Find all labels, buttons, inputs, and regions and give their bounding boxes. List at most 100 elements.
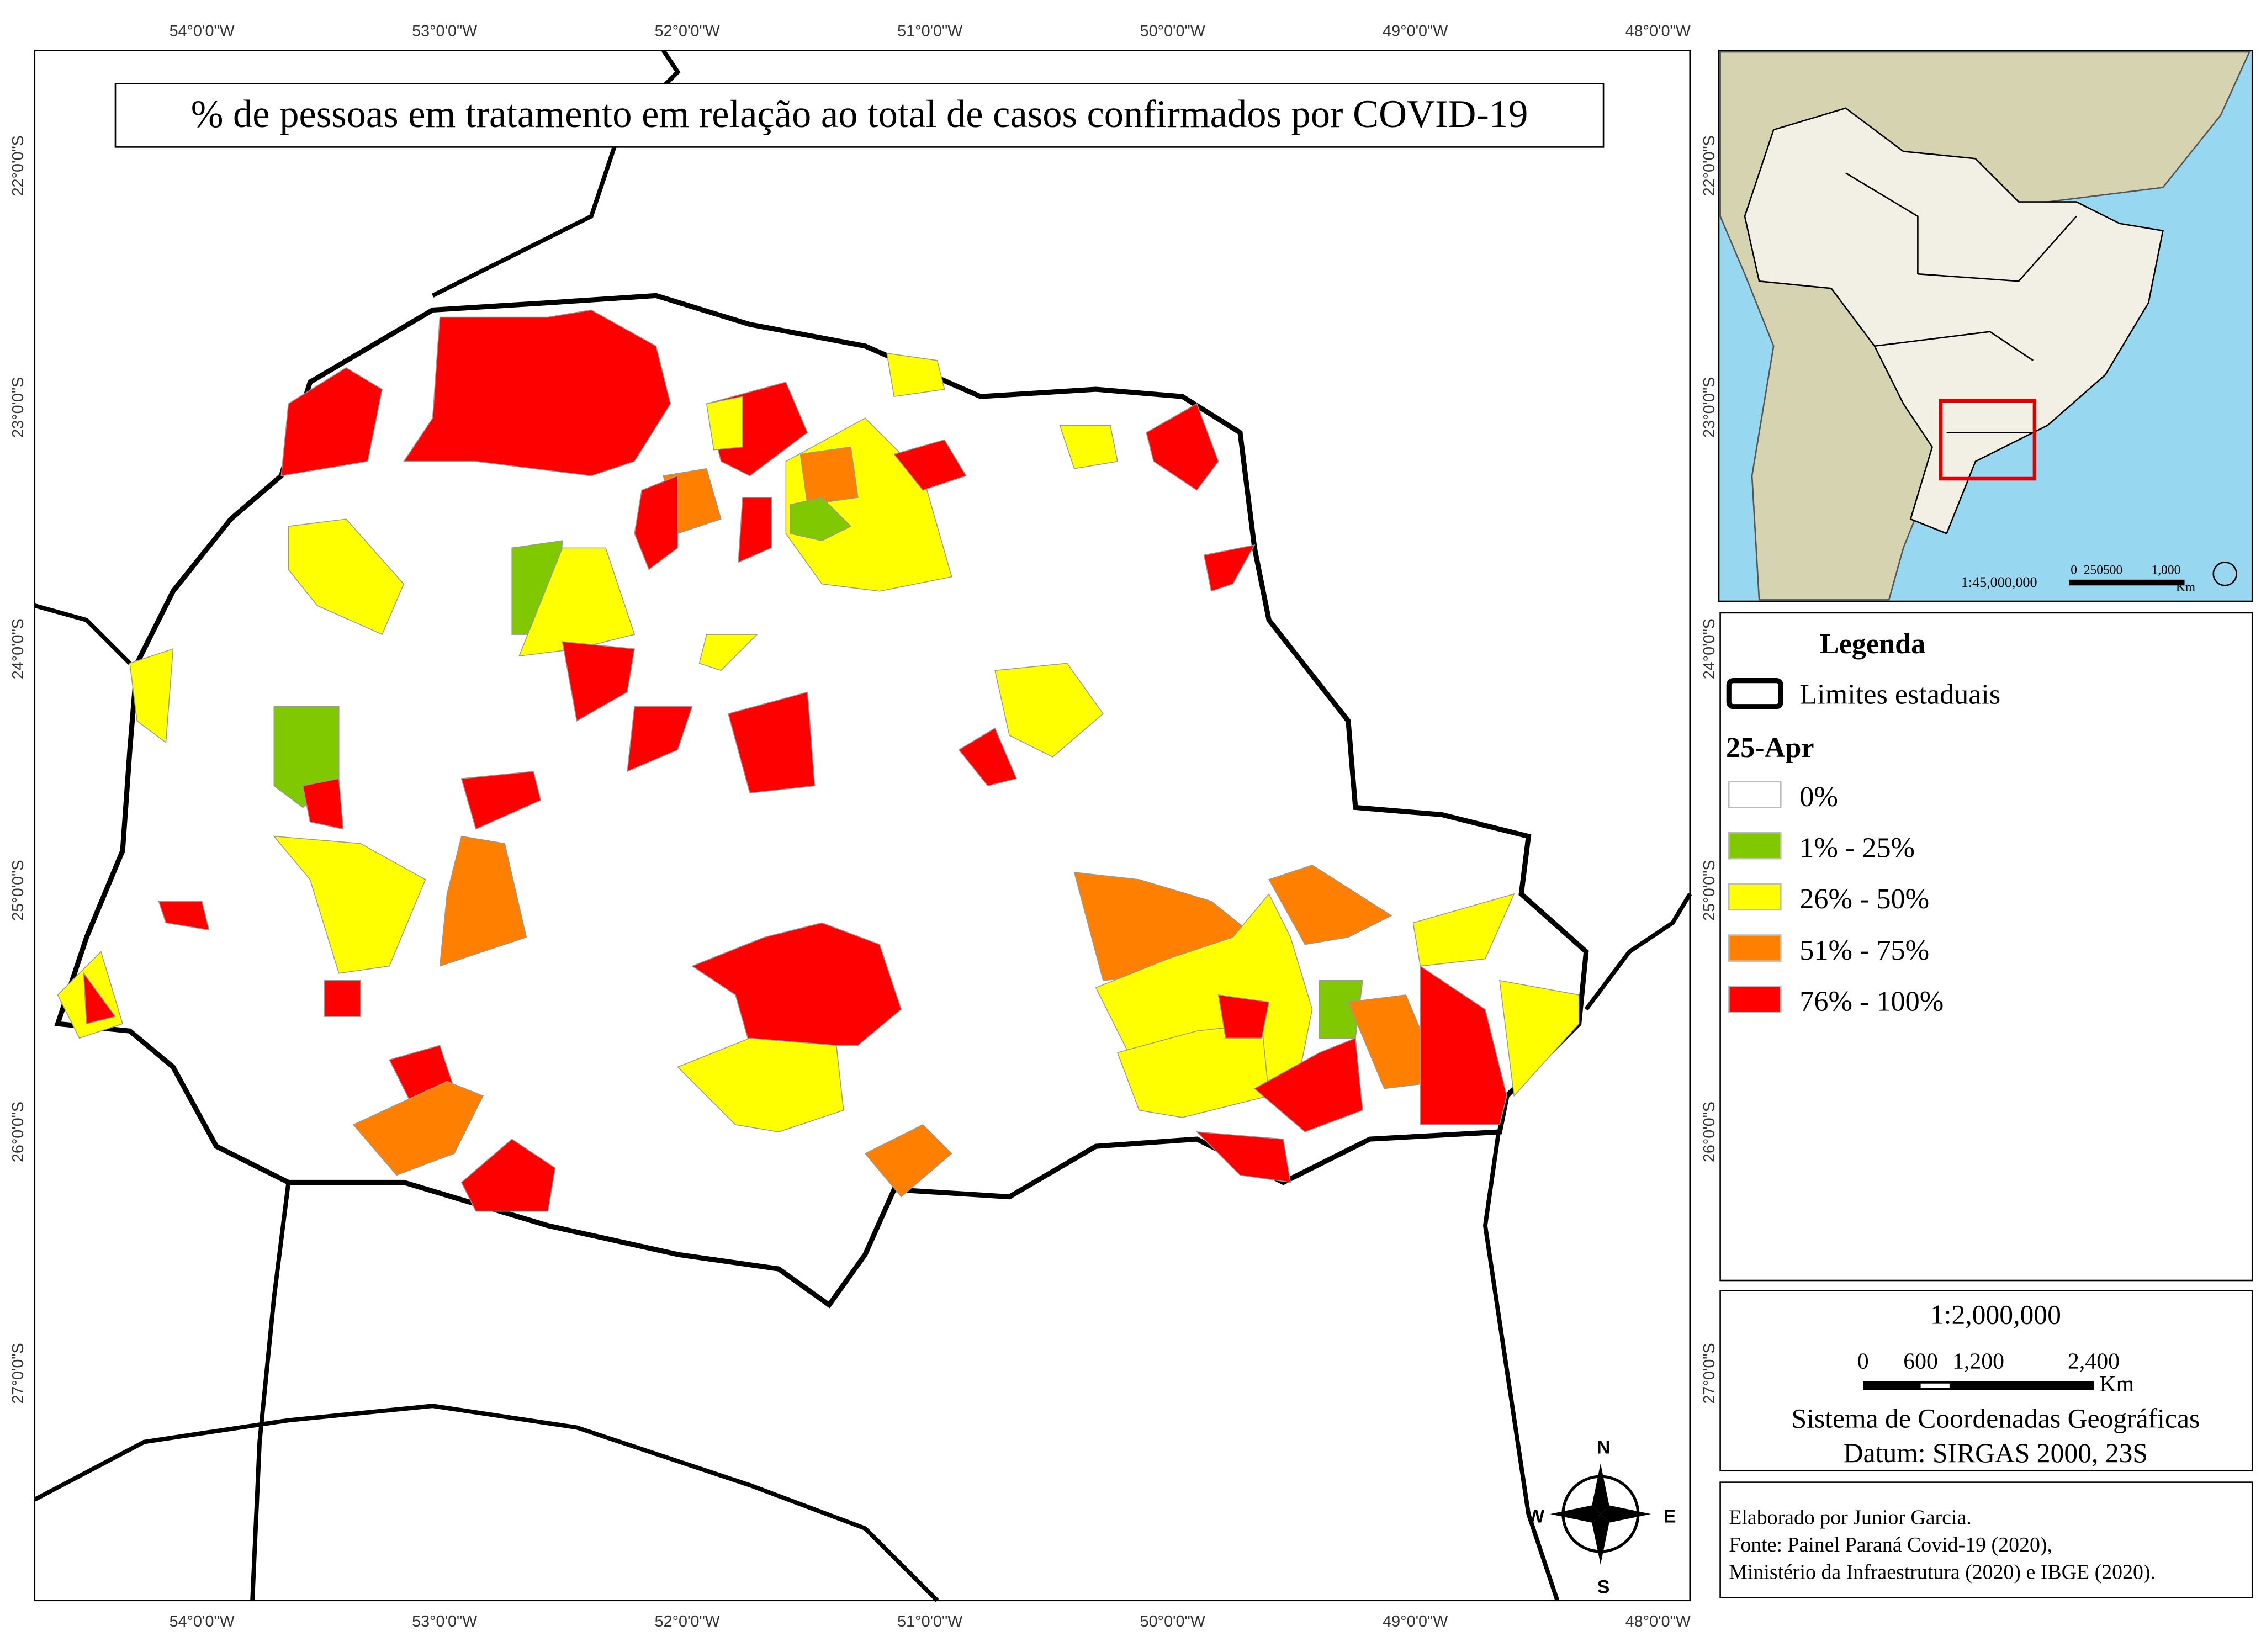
legend-label: 26% - 50%	[1799, 883, 1929, 915]
latitude-label: 25°0'0"S	[1701, 860, 1718, 920]
title-box	[114, 83, 1605, 148]
map-title: % de pessoas em tratamento em relação ao…	[191, 93, 1528, 136]
legend-label: 1% - 25%	[1799, 832, 1915, 864]
municipality	[460, 1139, 556, 1212]
compass-rose: N S E W	[1527, 1437, 1676, 1597]
inset-scale-unit: Km	[2176, 580, 2195, 595]
inset-scale-bar	[2069, 579, 2185, 586]
legend-swatch	[1728, 832, 1782, 860]
municipalities	[57, 309, 1580, 1212]
latitude-label: 26°0'0"S	[9, 1102, 27, 1162]
inset-scale-label: 1,000	[2151, 563, 2180, 577]
legend-swatch	[1728, 781, 1782, 808]
longitude-label: 49°0'0"W	[1383, 1613, 1448, 1630]
scale-ratio: 1:2,000,000	[1930, 1299, 2061, 1330]
municipality	[677, 1037, 844, 1132]
scale-tick: 0	[1857, 1348, 1869, 1374]
longitude-label: 52°0'0"W	[655, 22, 721, 40]
latitude-label: 23°0'0"S	[1701, 377, 1718, 438]
municipality	[698, 634, 759, 671]
municipality	[439, 835, 527, 967]
municipality	[1253, 1037, 1363, 1132]
scale-tick: 1,200	[1952, 1348, 2004, 1374]
longitude-label: 51°0'0"W	[897, 22, 963, 40]
latitude-label: 27°0'0"S	[1701, 1343, 1718, 1404]
longitude-label: 50°0'0"W	[1140, 1613, 1206, 1630]
longitude-label: 53°0'0"W	[412, 1613, 478, 1630]
latitude-label: 24°0'0"S	[1701, 618, 1718, 679]
credit-line: Ministério da Infraestrutura (2020) e IB…	[1729, 1561, 2156, 1584]
municipality	[273, 835, 426, 974]
municipality	[1420, 965, 1507, 1125]
latitude-label: 25°0'0"S	[9, 860, 27, 920]
scale-bar	[1863, 1381, 2094, 1390]
municipality	[727, 691, 816, 794]
municipality	[280, 367, 383, 476]
scale-bar-gap	[1920, 1383, 1950, 1388]
inset-scale-label: 250500	[2084, 563, 2123, 577]
legend-label: 76% - 100%	[1799, 986, 1944, 1018]
municipality	[790, 497, 852, 542]
inset-scale: 1:45,000,000	[1961, 574, 2037, 590]
legend-subtitle: 25-Apr	[1726, 732, 1814, 764]
scale-box: 1:2,000,000 0 600 1,200 2,400 Km Sistema…	[1719, 1289, 2253, 1472]
longitude-label: 52°0'0"W	[655, 1613, 721, 1630]
municipality	[1146, 403, 1219, 491]
latitude-label: 22°0'0"S	[9, 135, 27, 196]
municipality	[627, 706, 693, 772]
brazil	[1744, 107, 2164, 534]
municipality	[1059, 425, 1118, 469]
municipality	[83, 972, 117, 1025]
municipality	[129, 648, 174, 744]
longitude-label: 53°0'0"W	[412, 22, 478, 40]
municipality	[634, 475, 679, 570]
scale-tick: 600	[1903, 1348, 1938, 1374]
municipality	[1195, 1131, 1291, 1183]
municipality	[460, 771, 542, 830]
compass-w: W	[1527, 1506, 1544, 1527]
scale-datum: Datum: SIRGAS 2000, 23S	[1844, 1438, 2148, 1468]
graticule-labels: 54°0'0"W 54°0'0"W 53°0'0"W 53°0'0"W 52°0'0"W…	[9, 22, 1718, 1630]
municipality	[706, 396, 743, 451]
scale-unit: Km	[2099, 1372, 2134, 1397]
legend-label: 0%	[1799, 781, 1838, 813]
municipality	[158, 901, 210, 931]
municipality	[1499, 979, 1580, 1097]
latitude-label: 24°0'0"S	[9, 618, 27, 679]
scale-frame	[1719, 1289, 2253, 1472]
inset-states	[1845, 172, 2077, 433]
municipality	[738, 497, 772, 563]
inset-compass	[2212, 562, 2237, 586]
inset-map: 1:45,000,000 0 250500 1,000 Km	[1718, 50, 2253, 602]
legend-swatch	[1728, 883, 1782, 911]
inset-scale-label: 0	[2071, 563, 2077, 577]
municipality	[324, 980, 361, 1017]
legend-swatch	[1728, 934, 1782, 962]
longitude-label: 54°0'0"W	[170, 1613, 235, 1630]
credit-line: Elaborado por Junior Garcia.	[1729, 1506, 1971, 1529]
municipality	[1268, 865, 1392, 945]
legend-label: Limites estaduais	[1799, 678, 2000, 710]
longitude-label: 48°0'0"W	[1625, 1613, 1691, 1630]
legend-swatch	[1728, 985, 1782, 1013]
longitude-label: 51°0'0"W	[897, 1613, 963, 1630]
latitude-label: 26°0'0"S	[1701, 1102, 1718, 1162]
legend-classes: 0% 1% - 25% 26% - 50% 51% - 75% 76% - 100%	[1728, 781, 1944, 1018]
legend: Legenda Limites estaduais 25-Apr 0% 1% - …	[1719, 612, 2253, 1282]
municipality	[886, 352, 945, 398]
municipality	[893, 439, 967, 491]
municipality	[958, 727, 1018, 787]
compass-s: S	[1597, 1577, 1610, 1598]
municipality	[352, 1081, 484, 1176]
municipality	[302, 778, 344, 830]
longitude-label: 49°0'0"W	[1383, 22, 1448, 40]
municipality	[562, 641, 636, 722]
municipality	[1412, 893, 1515, 967]
municipality	[403, 309, 671, 476]
municipality	[994, 663, 1104, 758]
municipality	[864, 1124, 952, 1198]
longitude-label: 50°0'0"W	[1140, 22, 1206, 40]
municipality	[288, 518, 405, 636]
credits: Elaborado por Junior Garcia. Fonte: Pain…	[1719, 1481, 2253, 1598]
